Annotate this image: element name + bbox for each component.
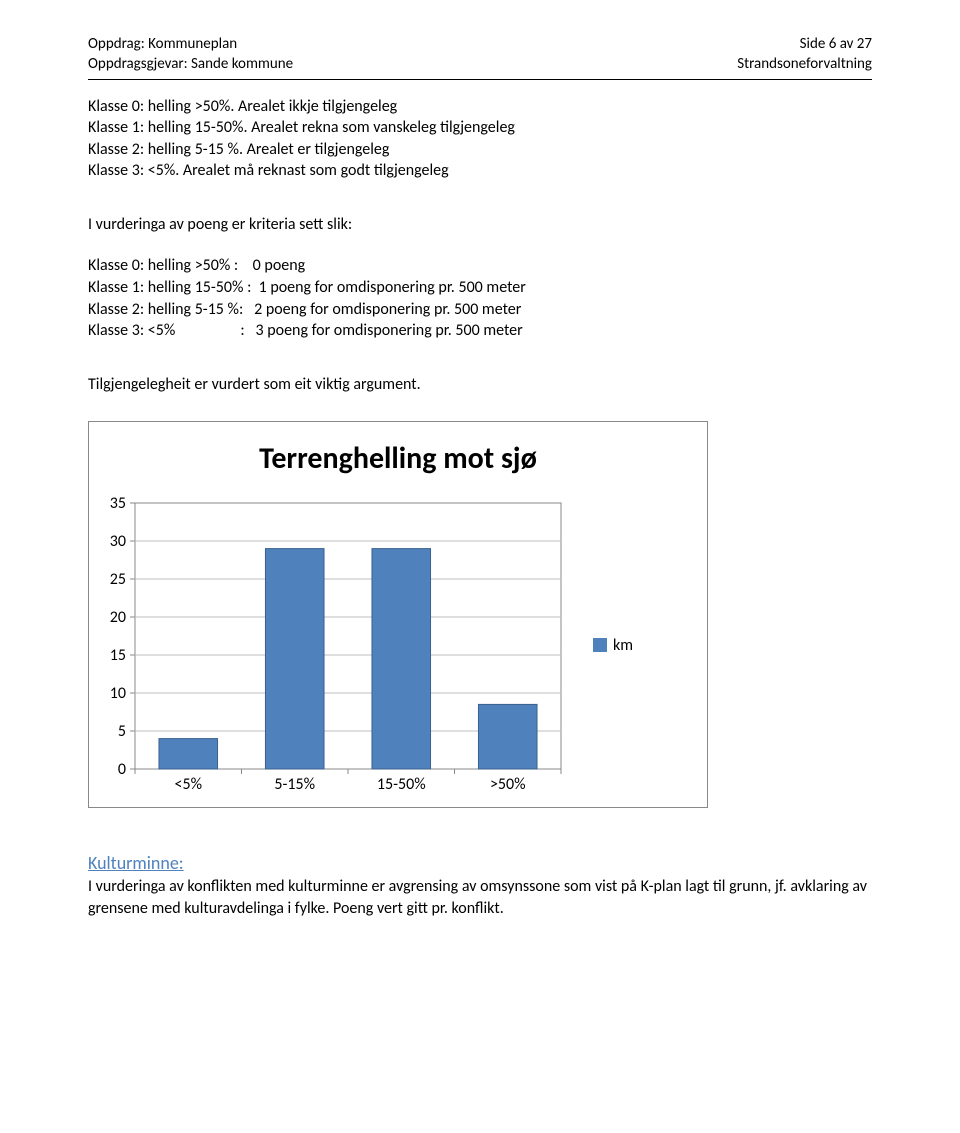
class-def-1: Klasse 1: helling 15-50%. Arealet rekna … <box>88 117 872 139</box>
page-header: Oppdrag: Kommuneplan Oppdragsgjevar: San… <box>88 34 872 75</box>
svg-text:5: 5 <box>118 722 126 741</box>
chart-legend: km <box>593 636 633 655</box>
header-rule <box>88 79 872 80</box>
chart-block: Terrenghelling mot sjø 0 5 10 15 20 25 30 35 <5%… <box>88 421 708 808</box>
criteria-line-1: Klasse 1: helling 15-50% : 1 poeng for o… <box>88 277 872 299</box>
chart-title: Terrenghelling mot sjø <box>101 440 695 477</box>
svg-text:<5%: <5% <box>174 775 202 794</box>
svg-text:35: 35 <box>110 495 126 513</box>
svg-text:15: 15 <box>110 646 126 665</box>
svg-text:0: 0 <box>118 760 126 779</box>
legend-swatch <box>593 638 607 652</box>
legend-label: km <box>613 636 633 655</box>
header-right-line1: Side 6 av 27 <box>737 34 872 54</box>
header-left-line1: Oppdrag: Kommuneplan <box>88 34 293 54</box>
importance-line: Tilgjengelegheit er vurdert som eit vikt… <box>88 374 872 396</box>
header-right-line2: Strandsoneforvaltning <box>737 54 872 74</box>
svg-text:25: 25 <box>110 570 126 589</box>
criteria-line-3: Klasse 3: <5% : 3 poeng for omdisponerin… <box>88 320 872 342</box>
kulturminne-heading: Kulturminne: <box>88 852 872 874</box>
svg-text:5-15%: 5-15% <box>274 775 315 794</box>
header-left-line2: Oppdragsgjevar: Sande kommune <box>88 54 293 74</box>
kulturminne-body: I vurderinga av konflikten med kulturmin… <box>88 876 872 919</box>
bar-chart: 0 5 10 15 20 25 30 35 <5% 5-15% 15-50% >50% <box>101 495 571 795</box>
class-def-2: Klasse 2: helling 5-15 %. Arealet er til… <box>88 139 872 161</box>
criteria-line-2: Klasse 2: helling 5-15 %: 2 poeng for om… <box>88 299 872 321</box>
chart-frame: Terrenghelling mot sjø 0 5 10 15 20 25 30 35 <5%… <box>88 421 708 808</box>
svg-text:10: 10 <box>110 684 126 703</box>
criteria-line-0: Klasse 0: helling >50% : 0 poeng <box>88 255 872 277</box>
svg-text:30: 30 <box>110 532 126 551</box>
class-def-0: Klasse 0: helling >50%. Arealet ikkje ti… <box>88 96 872 118</box>
svg-text:20: 20 <box>110 608 126 627</box>
class-def-3: Klasse 3: <5%. Arealet må reknast som go… <box>88 160 872 182</box>
svg-text:15-50%: 15-50% <box>377 775 426 794</box>
svg-text:>50%: >50% <box>490 775 526 794</box>
criteria-intro: I vurderinga av poeng er kriteria sett s… <box>88 214 872 236</box>
